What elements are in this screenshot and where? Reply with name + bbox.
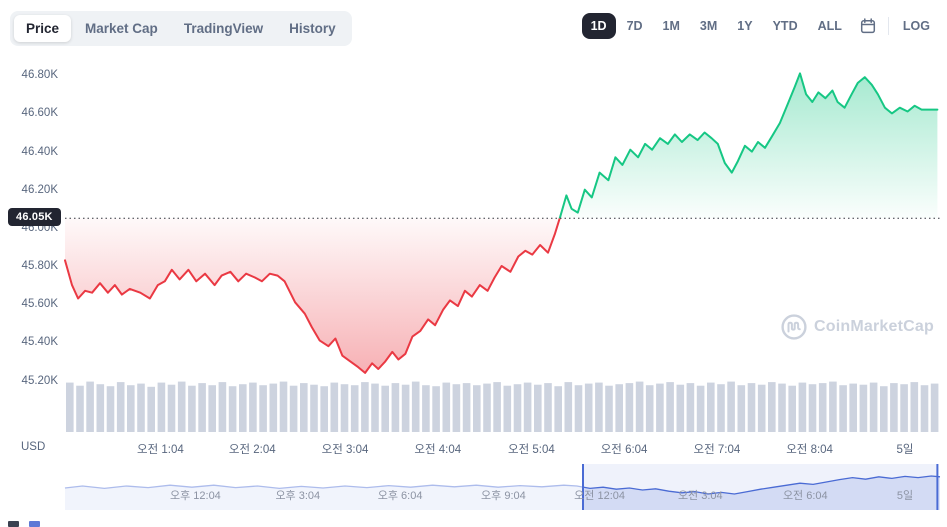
range-button-1y[interactable]: 1Y: [728, 13, 761, 39]
price-area-up: [65, 73, 938, 219]
price-line-up: [558, 72, 939, 219]
range-button-7d[interactable]: 7D: [618, 13, 652, 39]
watermark-text: CoinMarketCap: [814, 318, 934, 335]
navigator-selected-range[interactable]: [583, 464, 938, 510]
range-buttons: 1D 7D 1M 3M 1Y YTD ALL: [581, 13, 851, 39]
range-button-1m[interactable]: 1M: [654, 13, 689, 39]
navigator-left-handle[interactable]: [582, 464, 584, 510]
range-button-ytd[interactable]: YTD: [764, 13, 807, 39]
calendar-icon: [860, 18, 875, 34]
price-line-down: [64, 218, 561, 374]
log-scale-button[interactable]: LOG: [894, 13, 939, 39]
divider: [887, 17, 889, 35]
view-tab-tradingview[interactable]: TradingView: [172, 15, 275, 42]
navigator-right-handle[interactable]: [936, 464, 939, 510]
cropped-legend-item[interactable]: [29, 521, 40, 527]
view-tab-history[interactable]: History: [277, 15, 348, 42]
coinmarketcap-logo-icon: [781, 314, 807, 340]
current-price-badge: 46.05K: [8, 208, 61, 227]
range-button-3m[interactable]: 3M: [691, 13, 726, 39]
price-area-down: [65, 218, 560, 373]
watermark: CoinMarketCap: [781, 314, 934, 340]
cropped-legend-item[interactable]: [8, 521, 19, 527]
range-button-all[interactable]: ALL: [809, 13, 851, 39]
range-button-1d[interactable]: 1D: [581, 13, 616, 39]
chart-view-tabs: Price Market Cap TradingView History: [10, 11, 352, 46]
view-tab-market-cap[interactable]: Market Cap: [73, 15, 170, 42]
volume-bars: [66, 381, 939, 432]
time-range-selector: 1D 7D 1M 3M 1Y YTD ALL LOG: [581, 13, 939, 39]
navigator-unselected-mask: [65, 464, 583, 510]
calendar-button[interactable]: [853, 14, 883, 38]
view-tab-price[interactable]: Price: [14, 15, 72, 42]
